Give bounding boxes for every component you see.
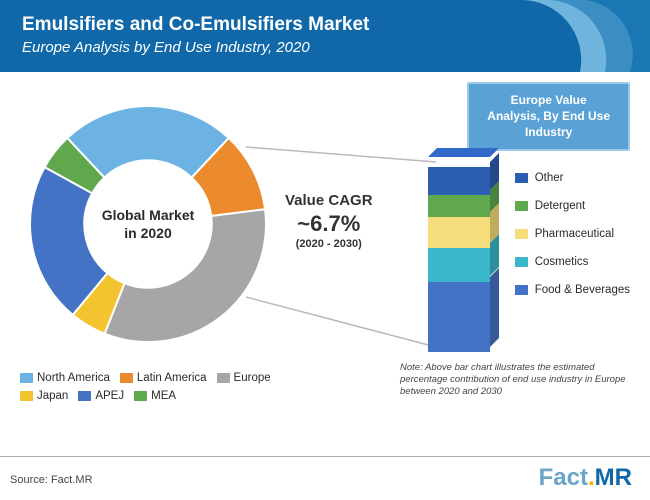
- header-wave-decor: [490, 0, 650, 72]
- region-legend-item: MEA: [134, 390, 176, 402]
- legend-label: Food & Beverages: [535, 284, 630, 296]
- cagr-callout: Value CAGR ~6.7% (2020 - 2030): [285, 192, 373, 250]
- legend-label: MEA: [151, 390, 176, 402]
- footnote: Note: Above bar chart illustrates the es…: [400, 362, 630, 398]
- region-legend-item: APEJ: [78, 390, 124, 402]
- region-legend-item: Latin America: [120, 372, 207, 384]
- region-legend-item: Europe: [217, 372, 271, 384]
- bar-legend-item: Pharmaceutical: [515, 228, 630, 240]
- legend-label: North America: [37, 372, 110, 384]
- europe-analysis-title-box: Europe Value Analysis, By End Use Indust…: [467, 82, 630, 151]
- legend-label: Other: [535, 172, 564, 184]
- cagr-value: ~6.7%: [285, 211, 373, 237]
- header-bar: Emulsifiers and Co-Emulsifiers Market Eu…: [0, 0, 650, 72]
- legend-swatch: [515, 285, 528, 295]
- legend-swatch: [515, 229, 528, 239]
- region-legend: North America Latin America Europe Japan APE…: [20, 372, 310, 408]
- logo-mr: MR: [595, 464, 632, 491]
- bar-legend-item: Detergent: [515, 200, 630, 212]
- legend-swatch: [515, 201, 528, 211]
- bar-segment-other: [428, 167, 490, 195]
- legend-swatch: [78, 391, 91, 401]
- main-area: Global Market in 2020 Value CAGR ~6.7% (…: [0, 72, 650, 452]
- source-label: Source: Fact.MR: [10, 474, 93, 486]
- bar-legend-item: Cosmetics: [515, 256, 630, 268]
- legend-label: APEJ: [95, 390, 124, 402]
- legend-swatch: [134, 391, 147, 401]
- bar-top-face: [428, 148, 499, 157]
- europe-box-line1: Europe Value: [487, 92, 610, 108]
- europe-box-line3: Industry: [487, 124, 610, 140]
- footer: Source: Fact.MR Fact.MR: [0, 456, 650, 500]
- bar-segment-pharmaceutical: [428, 217, 490, 248]
- legend-label: Europe: [234, 372, 271, 384]
- europe-stacked-bar: [428, 157, 500, 352]
- legend-swatch: [515, 257, 528, 267]
- legend-swatch: [20, 373, 33, 383]
- legend-label: Latin America: [137, 372, 207, 384]
- donut-center-label: Global Market in 2020: [102, 206, 195, 242]
- europe-box-line2: Analysis, By End Use: [487, 108, 610, 124]
- factmr-logo: Fact.MR: [539, 464, 632, 492]
- stacked-bar-legend: Other Detergent Pharmaceutical Cosmetics Foo…: [515, 172, 630, 312]
- region-legend-item: Japan: [20, 390, 68, 402]
- legend-label: Cosmetics: [535, 256, 589, 268]
- legend-swatch: [20, 391, 33, 401]
- legend-swatch: [217, 373, 230, 383]
- bar-segment-food-beverages: [428, 282, 490, 352]
- cagr-title: Value CAGR: [285, 192, 373, 209]
- bar-legend-item: Other: [515, 172, 630, 184]
- legend-label: Pharmaceutical: [535, 228, 614, 240]
- bar-legend-item: Food & Beverages: [515, 284, 630, 296]
- bar-segment-cosmetics: [428, 248, 490, 281]
- legend-swatch: [515, 173, 528, 183]
- bar-segment-detergent: [428, 195, 490, 217]
- donut-center-line2: in 2020: [102, 224, 195, 242]
- legend-swatch: [120, 373, 133, 383]
- legend-label: Detergent: [535, 200, 586, 212]
- region-legend-item: North America: [20, 372, 110, 384]
- donut-center-line1: Global Market: [102, 206, 195, 224]
- global-market-donut: Global Market in 2020: [18, 94, 278, 354]
- logo-dot: .: [588, 464, 595, 491]
- cagr-range: (2020 - 2030): [285, 238, 373, 250]
- legend-label: Japan: [37, 390, 68, 402]
- logo-fact: Fact: [539, 464, 588, 491]
